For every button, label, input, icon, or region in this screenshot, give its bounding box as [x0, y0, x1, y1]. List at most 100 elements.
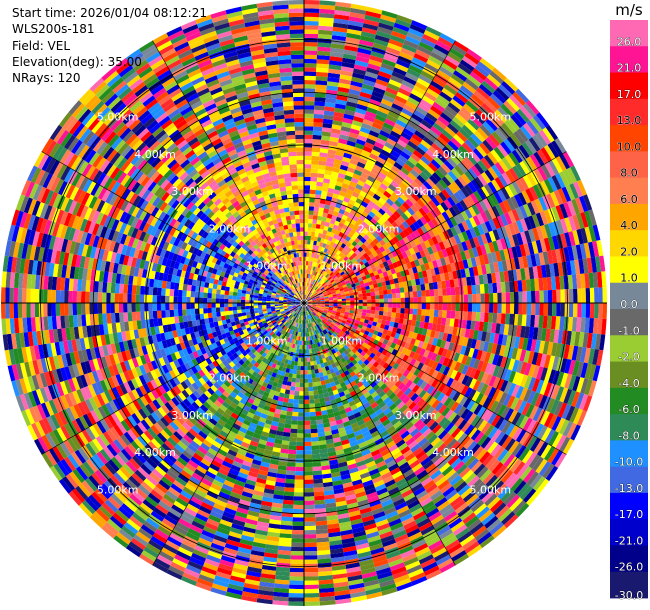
velocity-gate [319, 309, 324, 313]
velocity-gate [441, 507, 455, 519]
velocity-gate [469, 378, 477, 389]
velocity-gate [360, 318, 365, 323]
velocity-gate [520, 374, 529, 388]
velocity-gate [182, 315, 188, 323]
velocity-gate [304, 521, 316, 527]
velocity-gate [488, 312, 494, 323]
velocity-gate [366, 356, 373, 363]
velocity-gate [434, 401, 444, 412]
velocity-gate [584, 317, 590, 333]
velocity-gate [285, 474, 295, 480]
velocity-gate [526, 419, 537, 434]
velocity-gate [340, 341, 346, 347]
velocity-gate [338, 348, 344, 355]
velocity-gate [575, 346, 583, 362]
velocity-gate [418, 473, 431, 483]
velocity-gate [481, 490, 495, 504]
velocity-gate [311, 441, 319, 446]
velocity-gate [474, 528, 490, 542]
velocity-gate [299, 391, 304, 396]
velocity-gate [585, 303, 591, 318]
velocity-gate [435, 371, 443, 381]
velocity-gate [443, 397, 453, 407]
velocity-gate [486, 342, 494, 354]
velocity-gate [404, 387, 412, 396]
velocity-gate [407, 425, 417, 434]
velocity-gate [106, 282, 112, 293]
velocity-gate [378, 353, 386, 360]
velocity-gate [306, 306, 310, 310]
velocity-gate [191, 285, 196, 292]
velocity-gate [416, 370, 425, 379]
velocity-gate [411, 320, 417, 327]
velocity-gate [17, 303, 23, 318]
velocity-gate [482, 472, 495, 485]
velocity-gate [530, 303, 536, 316]
velocity-gate [483, 439, 495, 452]
velocity-gate [400, 308, 405, 314]
velocity-gate [220, 285, 226, 291]
velocity-gate [211, 298, 216, 303]
velocity-gate [599, 334, 606, 351]
velocity-gate [308, 390, 314, 396]
velocity-gate [156, 287, 162, 296]
velocity-gate [499, 345, 506, 357]
velocity-gate [551, 450, 563, 466]
velocity-gate [500, 313, 506, 325]
velocity-gate [465, 376, 474, 388]
velocity-gate [379, 430, 389, 438]
velocity-gate [470, 338, 477, 349]
velocity-gate [529, 405, 539, 420]
velocity-gate [441, 419, 452, 430]
velocity-gate [578, 332, 585, 348]
velocity-gate [64, 290, 69, 303]
velocity-gate [459, 534, 475, 547]
velocity-gate [241, 296, 246, 300]
velocity-gate [304, 508, 315, 514]
velocity-gate [508, 358, 516, 371]
velocity-gate [358, 331, 364, 337]
velocity-gate [208, 317, 214, 324]
velocity-gate [519, 466, 533, 481]
velocity-gate [396, 307, 401, 314]
velocity-gate [384, 437, 394, 446]
velocity-gate [427, 433, 438, 444]
velocity-gate [190, 291, 196, 298]
velocity-gate [425, 343, 433, 352]
velocity-gate [430, 330, 436, 338]
velocity-gate [515, 502, 530, 518]
velocity-gate [441, 317, 447, 326]
velocity-gate [592, 349, 600, 366]
velocity-gate [518, 303, 523, 315]
velocity-gate [500, 379, 509, 392]
velocity-gate [484, 410, 494, 423]
velocity-gate [304, 517, 316, 522]
velocity-gate [576, 317, 582, 332]
velocity-gate [521, 449, 534, 464]
velocity-gate [310, 420, 317, 425]
velocity-gate [495, 390, 504, 403]
velocity-gate [409, 374, 417, 383]
velocity-gate [457, 363, 466, 374]
velocity-gate [123, 312, 129, 322]
velocity-gate [393, 435, 403, 445]
velocity-gate [367, 303, 372, 307]
velocity-gate [485, 474, 498, 488]
velocity-gate [190, 297, 195, 303]
velocity-gate [513, 336, 521, 349]
velocity-gate [312, 311, 317, 315]
velocity-gate [346, 319, 352, 324]
velocity-gate [379, 359, 386, 367]
velocity-gate [444, 325, 450, 334]
velocity-gate [229, 287, 234, 292]
velocity-gate [409, 358, 417, 367]
velocity-gate [439, 445, 450, 457]
velocity-gate [561, 404, 572, 420]
velocity-gate [453, 352, 461, 362]
velocity-gate [430, 303, 435, 310]
velocity-gate [320, 306, 325, 309]
velocity-gate [417, 453, 429, 463]
velocity-gate [538, 461, 552, 477]
velocity-gate [575, 392, 585, 409]
velocity-gate [352, 384, 359, 391]
